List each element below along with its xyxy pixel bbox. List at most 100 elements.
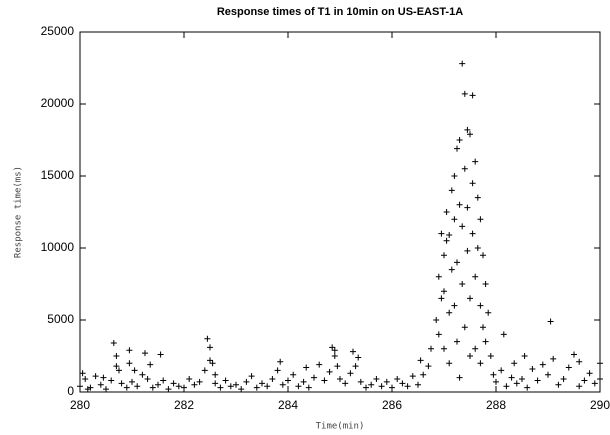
x-tick-label: 282 xyxy=(174,398,194,412)
point xyxy=(331,353,338,359)
y-tick-label: 20000 xyxy=(41,96,75,110)
x-tick-label: 288 xyxy=(486,398,506,412)
point xyxy=(129,378,135,385)
point xyxy=(513,380,520,387)
point xyxy=(461,165,468,172)
point xyxy=(547,318,554,325)
point xyxy=(378,383,385,390)
point xyxy=(170,380,177,387)
x-tick-label: 290 xyxy=(590,398,610,412)
point xyxy=(597,376,603,383)
point xyxy=(368,381,375,388)
point xyxy=(248,373,255,380)
point xyxy=(295,383,302,390)
point xyxy=(456,374,463,381)
point xyxy=(550,355,557,362)
point xyxy=(597,360,603,367)
point xyxy=(586,370,593,377)
point xyxy=(472,158,479,165)
point xyxy=(222,377,229,384)
point xyxy=(480,324,486,331)
point xyxy=(357,378,364,385)
point xyxy=(352,363,359,370)
point xyxy=(446,360,453,367)
point xyxy=(321,377,328,384)
point xyxy=(186,376,193,383)
point xyxy=(519,376,525,383)
point xyxy=(469,230,476,237)
point xyxy=(227,383,234,390)
point xyxy=(446,232,453,239)
x-axis-label: Time(min) xyxy=(316,422,365,432)
point xyxy=(576,358,583,365)
y-tick-label: 0 xyxy=(67,384,74,398)
point xyxy=(389,384,395,391)
point xyxy=(134,383,141,390)
point xyxy=(474,194,481,201)
point xyxy=(565,364,572,371)
point xyxy=(103,386,109,393)
point xyxy=(373,376,380,383)
point xyxy=(472,345,479,352)
point xyxy=(571,351,577,358)
point xyxy=(487,353,494,359)
point xyxy=(477,216,484,223)
point xyxy=(581,377,588,384)
point xyxy=(469,92,476,99)
point xyxy=(394,376,401,383)
point xyxy=(363,384,369,391)
point xyxy=(337,376,343,383)
point xyxy=(277,358,284,365)
point xyxy=(300,378,307,385)
point xyxy=(438,230,445,237)
point xyxy=(446,309,453,316)
point xyxy=(560,376,567,383)
point xyxy=(355,354,362,361)
point xyxy=(469,180,476,187)
point xyxy=(126,347,133,354)
point xyxy=(204,335,211,342)
point xyxy=(454,145,460,152)
point xyxy=(285,377,291,384)
point xyxy=(451,302,458,309)
point xyxy=(472,273,479,280)
point xyxy=(212,371,219,378)
point xyxy=(555,381,562,388)
point xyxy=(451,216,458,223)
point xyxy=(290,371,297,378)
point xyxy=(118,380,125,387)
point xyxy=(498,367,505,374)
point xyxy=(233,381,239,388)
point xyxy=(212,380,219,387)
point xyxy=(467,295,473,302)
point xyxy=(142,350,148,357)
point xyxy=(508,374,515,381)
point xyxy=(477,360,484,367)
point xyxy=(92,373,99,380)
point xyxy=(181,384,187,391)
point xyxy=(451,173,458,179)
point xyxy=(482,338,489,345)
point xyxy=(404,383,411,390)
point xyxy=(243,378,250,385)
point xyxy=(464,204,471,211)
point xyxy=(443,209,450,215)
point xyxy=(441,288,447,295)
point xyxy=(347,370,354,377)
point xyxy=(428,345,434,352)
point xyxy=(539,361,546,368)
point xyxy=(77,383,83,390)
point xyxy=(464,247,471,254)
point xyxy=(131,367,138,374)
point xyxy=(100,374,107,381)
point xyxy=(482,281,489,287)
point xyxy=(461,324,468,331)
point xyxy=(97,381,104,388)
point xyxy=(144,376,151,383)
point xyxy=(521,353,528,359)
point xyxy=(175,383,182,390)
point xyxy=(84,386,91,393)
x-tick-label: 284 xyxy=(278,398,298,412)
point xyxy=(435,331,442,338)
